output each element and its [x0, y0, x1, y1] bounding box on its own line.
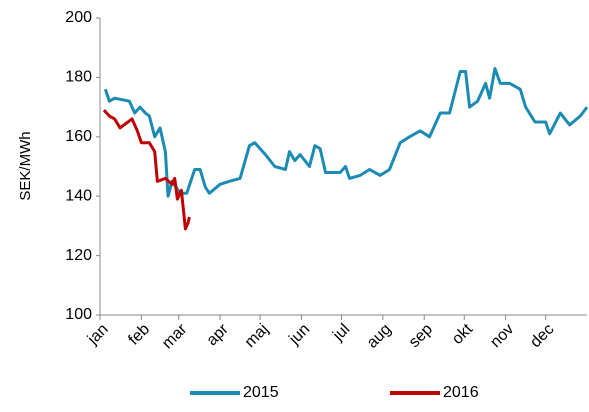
x-tick-label: apr	[204, 320, 233, 349]
legend-label: 2015	[243, 384, 279, 401]
y-tick-label: 100	[65, 306, 92, 323]
y-tick-label: 180	[65, 69, 92, 86]
series-line	[102, 109, 191, 231]
series-line	[103, 66, 589, 198]
x-tick-label: feb	[125, 321, 153, 349]
legend-label: 2016	[443, 384, 479, 401]
y-tick-label: 160	[65, 128, 92, 145]
x-tick-label: mar	[159, 320, 191, 352]
y-axis-label: SEK/MWh	[17, 131, 34, 200]
x-tick-label: sep	[406, 321, 436, 351]
y-tick-label: 120	[65, 247, 92, 264]
y-tick-label: 140	[65, 187, 92, 204]
x-tick-label: jun	[285, 321, 313, 349]
x-tick-label: jan	[84, 321, 112, 349]
x-tick-label: okt	[449, 320, 477, 348]
x-tick-label: nov	[487, 321, 517, 351]
x-tick-label: jul	[329, 321, 353, 345]
y-tick-label: 200	[65, 9, 92, 26]
x-tick-label: aug	[364, 321, 395, 352]
x-tick-label: maj	[242, 321, 272, 351]
x-tick-label: dec	[527, 321, 557, 351]
